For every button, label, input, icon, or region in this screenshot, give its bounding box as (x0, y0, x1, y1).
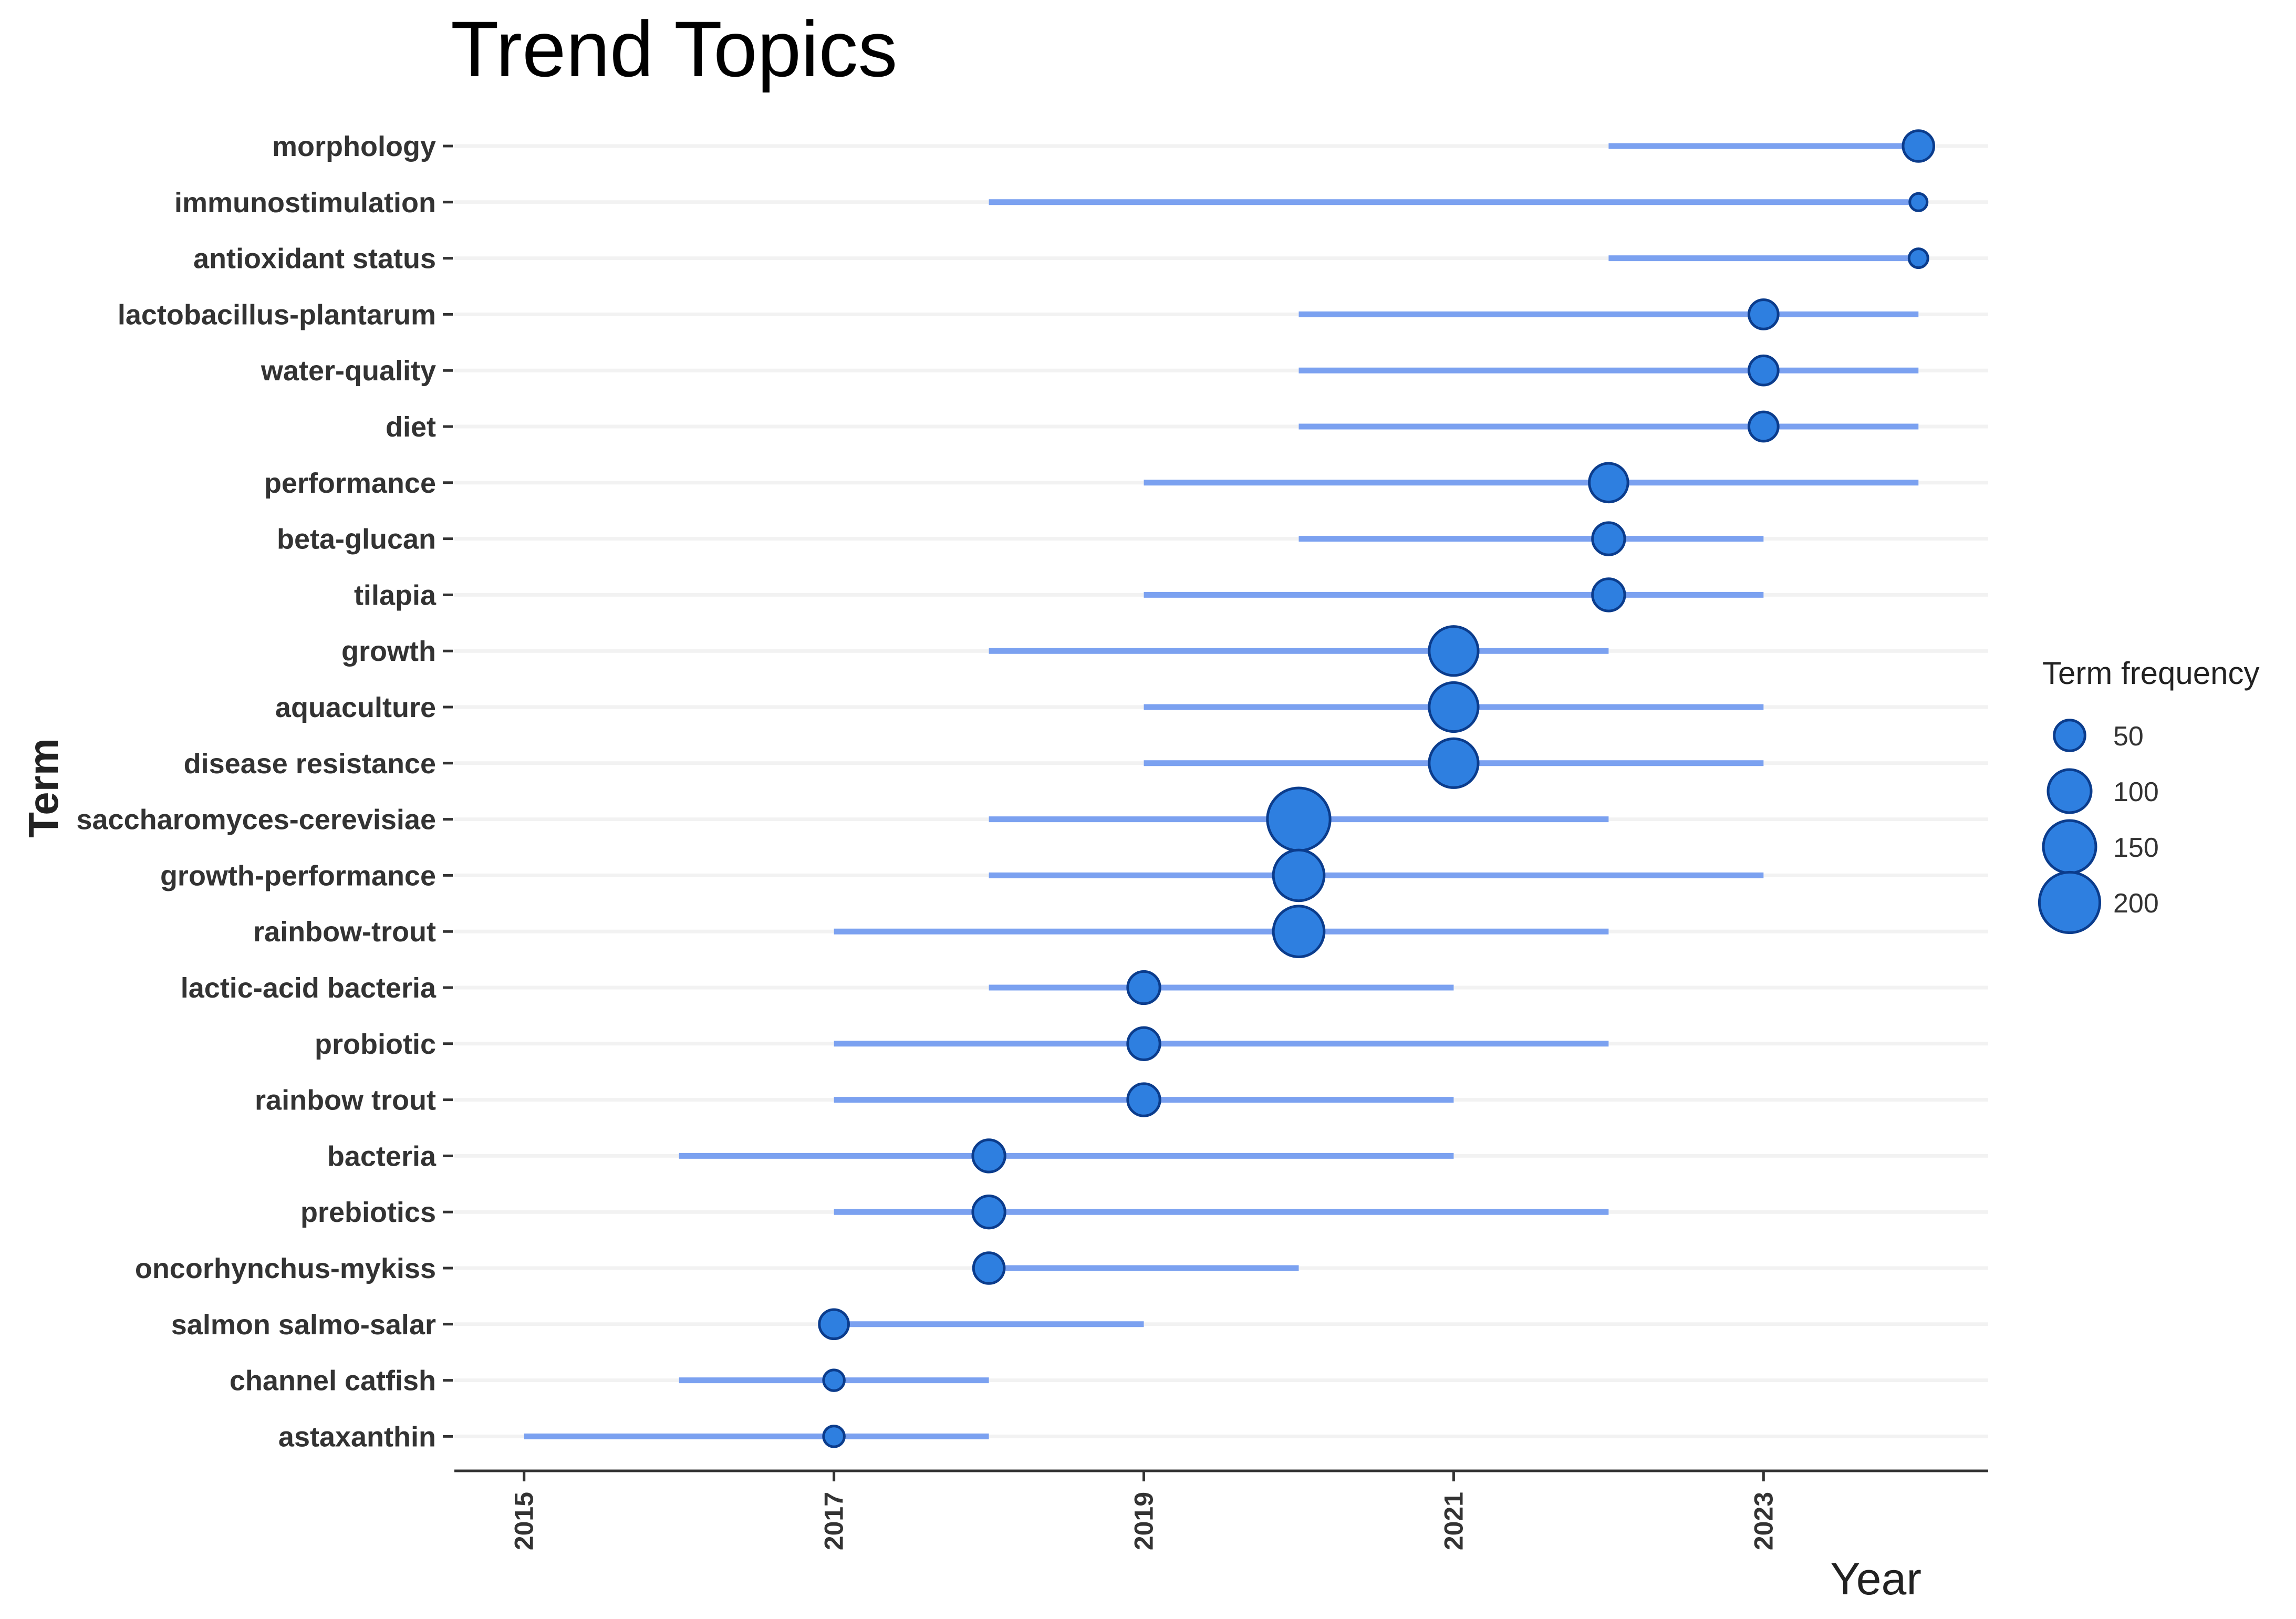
term-label: prebiotics (300, 1197, 436, 1228)
term-point (1747, 298, 1780, 330)
point-layer (818, 129, 1936, 1448)
term-point (1591, 577, 1626, 613)
term-point (1902, 129, 1936, 163)
term-label: oncorhynchus-mykiss (135, 1253, 436, 1284)
term-label: growth (341, 636, 436, 667)
term-point (822, 1425, 846, 1448)
term-point (1272, 848, 1326, 902)
chart-title: Trend Topics (451, 5, 897, 93)
term-point (1591, 521, 1626, 556)
legend-size-label: 200 (2113, 888, 2159, 919)
x-tick-label: 2023 (1749, 1492, 1778, 1550)
x-tick-label: 2015 (510, 1492, 539, 1550)
legend-size-label: 100 (2113, 777, 2159, 807)
x-axis: 2015 2017 2019 2021 2023 (454, 1469, 1988, 1550)
term-point (1747, 354, 1780, 387)
term-label: salmon salmo-salar (171, 1309, 436, 1341)
legend-size-label: 150 (2113, 833, 2159, 863)
term-label: aquaculture (275, 692, 436, 723)
term-label: immunostimulation (174, 187, 436, 219)
term-label: rainbow-trout (253, 916, 436, 948)
term-point (1126, 970, 1161, 1005)
term-label: beta-glucan (277, 524, 436, 555)
segment-layer (524, 143, 1919, 1439)
term-point (1428, 681, 1480, 733)
term-point (1588, 462, 1629, 504)
term-point (971, 1195, 1006, 1230)
term-label: antioxidant status (193, 243, 436, 275)
x-tick-label: 2017 (819, 1492, 849, 1550)
grid-layer (454, 144, 1988, 1438)
legend-size-point (2042, 819, 2097, 875)
legend-size-point (2046, 768, 2093, 814)
term-point (1126, 1082, 1161, 1117)
term-label: probiotic (315, 1029, 436, 1060)
term-label: water-quality (261, 355, 436, 387)
legend-title: Term frequency (2042, 656, 2260, 691)
term-label: rainbow trout (255, 1085, 436, 1116)
term-label: performance (264, 468, 436, 499)
term-point (1126, 1026, 1161, 1061)
x-axis-title: Year (1830, 1554, 1921, 1604)
x-tick-label: 2021 (1439, 1492, 1468, 1550)
term-label: lactobacillus-plantarum (118, 299, 436, 330)
term-label: disease resistance (184, 748, 436, 780)
term-point (1907, 247, 1929, 269)
term-label: lactic-acid bacteria (181, 972, 437, 1004)
term-point (1908, 192, 1929, 212)
term-point (1428, 737, 1480, 789)
term-point (972, 1251, 1006, 1285)
term-label: growth-performance (160, 860, 436, 891)
term-point (971, 1138, 1006, 1174)
legend-size-label: 50 (2113, 721, 2144, 752)
term-point (1428, 625, 1480, 677)
term-label: bacteria (327, 1140, 437, 1172)
term-point (822, 1368, 846, 1392)
term-label: channel catfish (230, 1365, 436, 1397)
term-point (1272, 905, 1326, 959)
legend: Term frequency 50 100 150 200 (2038, 656, 2260, 935)
y-axis-title: Term (20, 738, 67, 838)
term-point (1266, 786, 1332, 852)
term-point (1747, 410, 1780, 443)
term-point (818, 1308, 850, 1341)
term-label: tilapia (354, 579, 437, 611)
legend-size-point (2053, 719, 2086, 752)
term-label: diet (386, 411, 436, 443)
term-label: saccharomyces-cerevisiae (76, 804, 436, 836)
x-tick-label: 2019 (1129, 1492, 1159, 1550)
legend-size-point (2038, 870, 2102, 935)
term-label: morphology (272, 131, 436, 162)
term-label: astaxanthin (278, 1421, 436, 1452)
term-label-layer: morphology immunostimulation antioxidant s… (76, 131, 453, 1452)
